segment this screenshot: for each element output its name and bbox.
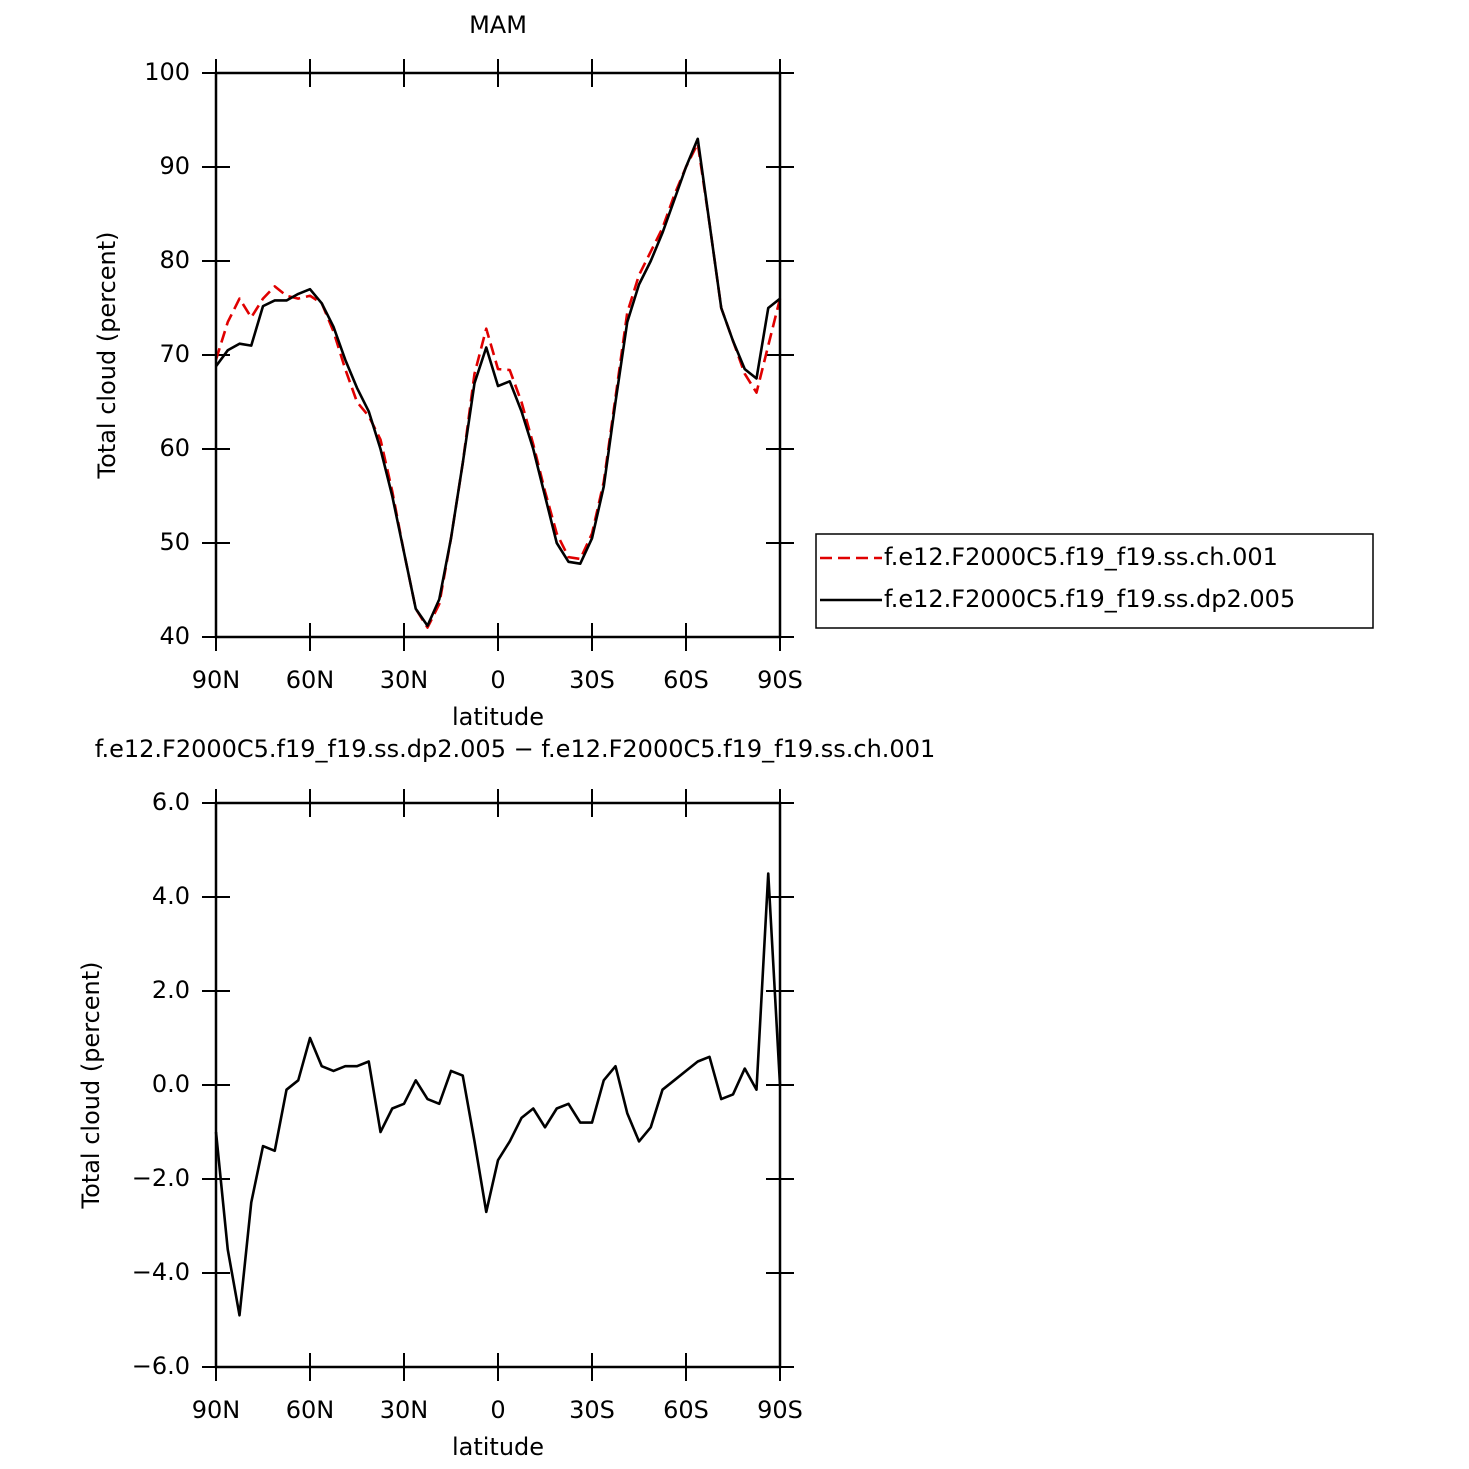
y-tick-label: 70 (159, 340, 190, 368)
y-tick-label: −6.0 (132, 1352, 190, 1380)
y-tick-label: 6.0 (152, 788, 190, 816)
legend-box (815, 533, 1374, 629)
y-tick-label: 0.0 (152, 1070, 190, 1098)
y-axis-label: Total cloud (percent) (93, 232, 121, 480)
y-tick-label: 100 (144, 58, 190, 86)
y-tick-label: 80 (159, 246, 190, 274)
x-tick-label: 90S (757, 666, 803, 694)
x-tick-label: 30S (569, 666, 615, 694)
data-line (214, 872, 782, 1317)
x-tick-label: 90N (192, 666, 241, 694)
x-tick-label: 30S (569, 1396, 615, 1424)
x-tick-label: 0 (490, 1396, 505, 1424)
data-line (214, 137, 781, 628)
y-tick-label: 50 (159, 528, 190, 556)
y-tick-label: 60 (159, 434, 190, 462)
x-tick-label: 90S (757, 1396, 803, 1424)
x-tick-label: 30N (380, 666, 429, 694)
y-tick-label: 90 (159, 152, 190, 180)
x-tick-label: 60S (663, 1396, 709, 1424)
x-tick-label: 60S (663, 666, 709, 694)
x-tick-label: 30N (380, 1396, 429, 1424)
chart-title: f.e12.F2000C5.f19_f19.ss.dp2.005 − f.e12… (95, 735, 935, 763)
y-tick-label: 2.0 (152, 976, 190, 1004)
legend-label: f.e12.F2000C5.f19_f19.ss.dp2.005 (884, 585, 1295, 613)
x-tick-label: 90N (192, 1396, 241, 1424)
x-axis-label: latitude (452, 703, 544, 731)
x-axis-label: latitude (452, 1433, 544, 1461)
y-tick-label: −2.0 (132, 1164, 190, 1192)
x-tick-label: 60N (286, 666, 335, 694)
plot-frame (214, 801, 782, 1369)
y-axis-label: Total cloud (percent) (77, 962, 105, 1210)
chart-title: MAM (469, 11, 527, 39)
plot-frame (214, 71, 782, 639)
y-tick-label: −4.0 (132, 1258, 190, 1286)
legend-label: f.e12.F2000C5.f19_f19.ss.ch.001 (884, 543, 1278, 571)
y-tick-label: 4.0 (152, 882, 190, 910)
x-tick-label: 0 (490, 666, 505, 694)
x-tick-label: 60N (286, 1396, 335, 1424)
y-tick-label: 40 (159, 622, 190, 650)
